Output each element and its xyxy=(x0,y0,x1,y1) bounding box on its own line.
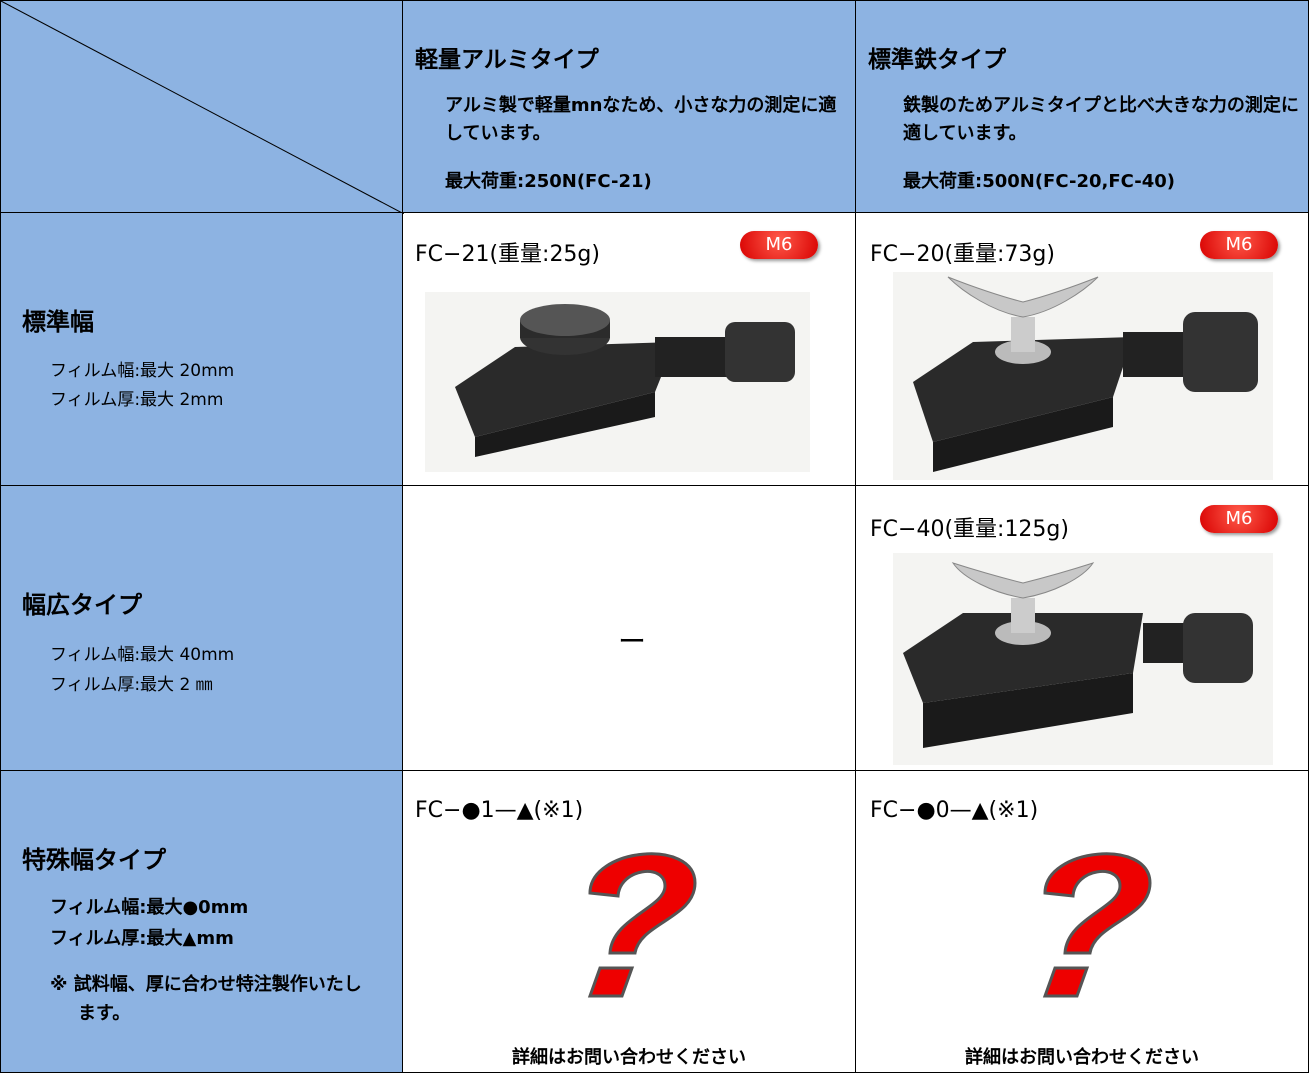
row-header xyxy=(0,770,403,1073)
header-cell xyxy=(855,0,1309,213)
row-spec: フィルム厚:最大▲mm xyxy=(50,928,234,949)
thread-badge: M6 xyxy=(740,231,818,259)
model-name: FC−20(重量:73g) xyxy=(870,242,1055,267)
diagonal xyxy=(1,1,404,214)
row-header xyxy=(0,212,403,486)
column-title: 標準鉄タイプ xyxy=(868,47,1006,73)
max-load: 最大荷重:500N(FC-20,FC-40) xyxy=(903,171,1176,192)
row-title: 標準幅 xyxy=(22,308,94,336)
product-image xyxy=(893,553,1273,765)
contact-note: 詳細はお問い合わせください xyxy=(512,1047,746,1068)
header-cell xyxy=(402,0,856,213)
corner-cell xyxy=(0,0,404,214)
row-header xyxy=(0,485,403,771)
product-image xyxy=(425,292,810,472)
row-spec: フィルム幅:最大 40mm xyxy=(50,645,235,665)
model-name: FC−●0—▲(※1) xyxy=(870,798,1039,823)
row-spec: フィルム幅:最大 20mm xyxy=(50,361,235,381)
column-title: 軽量アルミタイプ xyxy=(415,47,599,73)
row-spec: フィルム厚:最大 2mm xyxy=(50,390,224,410)
column-description: 鉄製のためアルミタイプと比べ大きな力の測定に適しています。 xyxy=(903,95,1299,144)
question-icon xyxy=(1042,852,1152,998)
model-name: FC−40(重量:125g) xyxy=(870,517,1069,542)
product-image xyxy=(893,272,1273,480)
row-title: 特殊幅タイプ xyxy=(22,846,166,874)
column-description: アルミ製で軽量mnなため、小さな力の測定に適しています。 xyxy=(445,95,837,144)
contact-note: 詳細はお問い合わせください xyxy=(965,1047,1199,1068)
row-spec: フィルム厚:最大 2 ㎜ xyxy=(50,675,213,695)
not-available: ー xyxy=(618,625,647,658)
row-note: ※ 試料幅、厚に合わせ特注製作いたします。 xyxy=(50,974,362,1024)
row-spec: フィルム幅:最大●0mm xyxy=(50,897,249,918)
model-name: FC−●1—▲(※1) xyxy=(415,798,584,823)
thread-badge: M6 xyxy=(1200,231,1278,259)
model-name: FC−21(重量:25g) xyxy=(415,242,600,267)
max-load: 最大荷重:250N(FC-21) xyxy=(445,171,652,192)
question-icon xyxy=(587,852,697,998)
row-title: 幅広タイプ xyxy=(22,591,142,619)
thread-badge: M6 xyxy=(1200,505,1278,533)
